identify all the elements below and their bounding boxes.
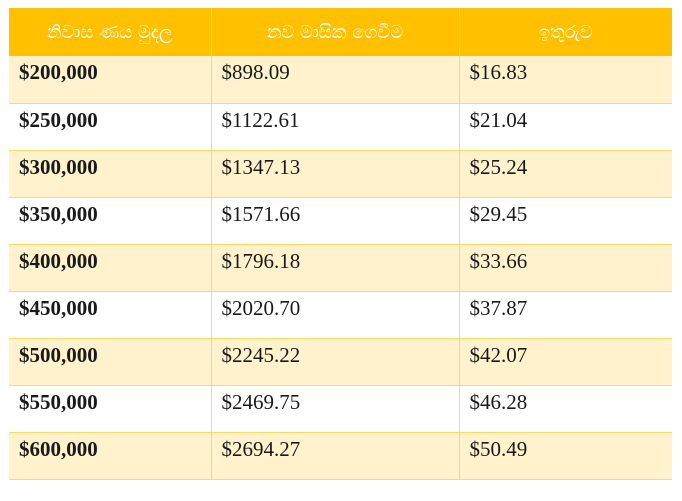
savings-cell: $42.07 [459,338,672,386]
loan-amount-cell: $450,000 [9,291,212,339]
header-loan-amount: නිවාස ණය මුදල [9,8,212,56]
monthly-payment-cell: $1122.61 [211,103,460,151]
monthly-payment-cell: $1347.13 [211,150,460,198]
savings-cell: $46.28 [459,385,672,433]
header-savings: ඉතුරුව [459,8,672,56]
header-new-monthly-payment: නව මාසික ගෙවීම [211,8,460,56]
mortgage-savings-table: නිවාස ණය මුදල නව මාසික ගෙවීම ඉතුරුව $200… [9,8,672,480]
savings-cell: $37.87 [459,291,672,339]
savings-cell: $33.66 [459,244,672,292]
loan-amount-cell: $300,000 [9,150,212,198]
loan-amount-cell: $250,000 [9,103,212,151]
monthly-payment-cell: $2469.75 [211,385,460,433]
loan-amount-cell: $350,000 [9,197,212,245]
table-row: $600,000 $2694.27 $50.49 [9,432,672,480]
loan-amount-cell: $600,000 [9,432,212,480]
savings-cell: $29.45 [459,197,672,245]
table-row: $550,000 $2469.75 $46.28 [9,385,672,433]
loan-amount-cell: $400,000 [9,244,212,292]
monthly-payment-cell: $898.09 [211,56,460,104]
table-row: $400,000 $1796.18 $33.66 [9,244,672,292]
monthly-payment-cell: $2245.22 [211,338,460,386]
data-table: නිවාස ණය මුදල නව මාසික ගෙවීම ඉතුරුව $200… [9,8,672,480]
monthly-payment-cell: $1796.18 [211,244,460,292]
monthly-payment-cell: $2020.70 [211,291,460,339]
loan-amount-cell: $500,000 [9,338,212,386]
table-body: $200,000 $898.09 $16.83 $250,000 $1122.6… [9,56,672,480]
table-row: $250,000 $1122.61 $21.04 [9,103,672,151]
savings-cell: $21.04 [459,103,672,151]
table-header: නිවාස ණය මුදල නව මාසික ගෙවීම ඉතුරුව [9,8,672,56]
table-row: $350,000 $1571.66 $29.45 [9,197,672,245]
table-row: $500,000 $2245.22 $42.07 [9,338,672,386]
table-row: $300,000 $1347.13 $25.24 [9,150,672,198]
loan-amount-cell: $200,000 [9,56,212,104]
table-row: $200,000 $898.09 $16.83 [9,56,672,104]
savings-cell: $25.24 [459,150,672,198]
header-row: නිවාස ණය මුදල නව මාසික ගෙවීම ඉතුරුව [9,8,672,56]
savings-cell: $16.83 [459,56,672,104]
table-row: $450,000 $2020.70 $37.87 [9,291,672,339]
monthly-payment-cell: $1571.66 [211,197,460,245]
loan-amount-cell: $550,000 [9,385,212,433]
monthly-payment-cell: $2694.27 [211,432,460,480]
savings-cell: $50.49 [459,432,672,480]
